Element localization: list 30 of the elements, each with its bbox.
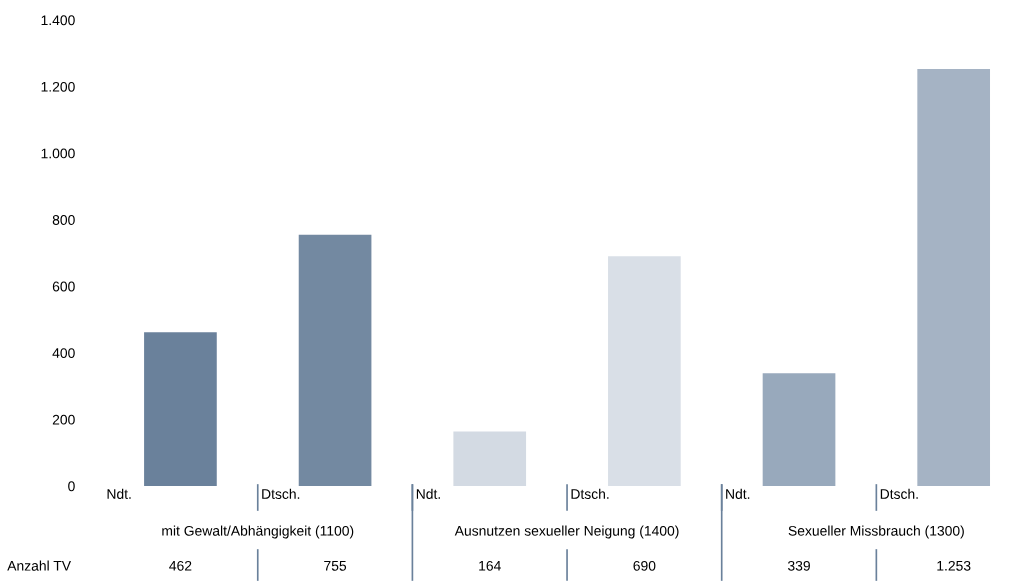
data-label: 690 — [633, 560, 656, 571]
text: Sexueller Missbrauch (1300) — [788, 525, 964, 539]
text: Anzahl TV — [7, 560, 71, 571]
y-tick-label: 400 — [52, 348, 75, 359]
y-tick-label: 1.400 — [41, 15, 75, 26]
data-label: 1.253 — [937, 560, 971, 571]
x-tick-label: Ndt. — [107, 488, 131, 499]
bar — [762, 373, 836, 486]
x-tick-label: Dtsch. — [262, 488, 300, 499]
data-label: 339 — [787, 560, 810, 571]
bar — [144, 332, 217, 486]
x-tick-label: Dtsch. — [880, 488, 918, 499]
text: mit Gewalt/Abhängigkeit (1100) — [162, 525, 354, 539]
bar — [608, 256, 681, 486]
data-label: 164 — [479, 560, 501, 571]
data-label: 755 — [324, 561, 347, 571]
x-tick-label: Dtsch. — [571, 488, 609, 499]
bar — [917, 68, 991, 486]
bar — [453, 431, 527, 486]
text: Ausnutzen sexueller Neigung (1400) — [454, 525, 679, 539]
x-tick-label: Ndt. — [416, 488, 440, 499]
y-tick-label: 200 — [52, 414, 75, 425]
y-tick-label: 800 — [52, 215, 75, 225]
y-tick-label: 1.200 — [41, 81, 75, 92]
data-label: 462 — [169, 560, 192, 571]
x-tick-label: Ndt. — [726, 488, 750, 499]
y-tick-label: 1.000 — [41, 148, 75, 159]
y-tick-label: 0 — [68, 481, 75, 492]
y-tick-label: 600 — [52, 281, 75, 292]
bar — [298, 234, 372, 486]
